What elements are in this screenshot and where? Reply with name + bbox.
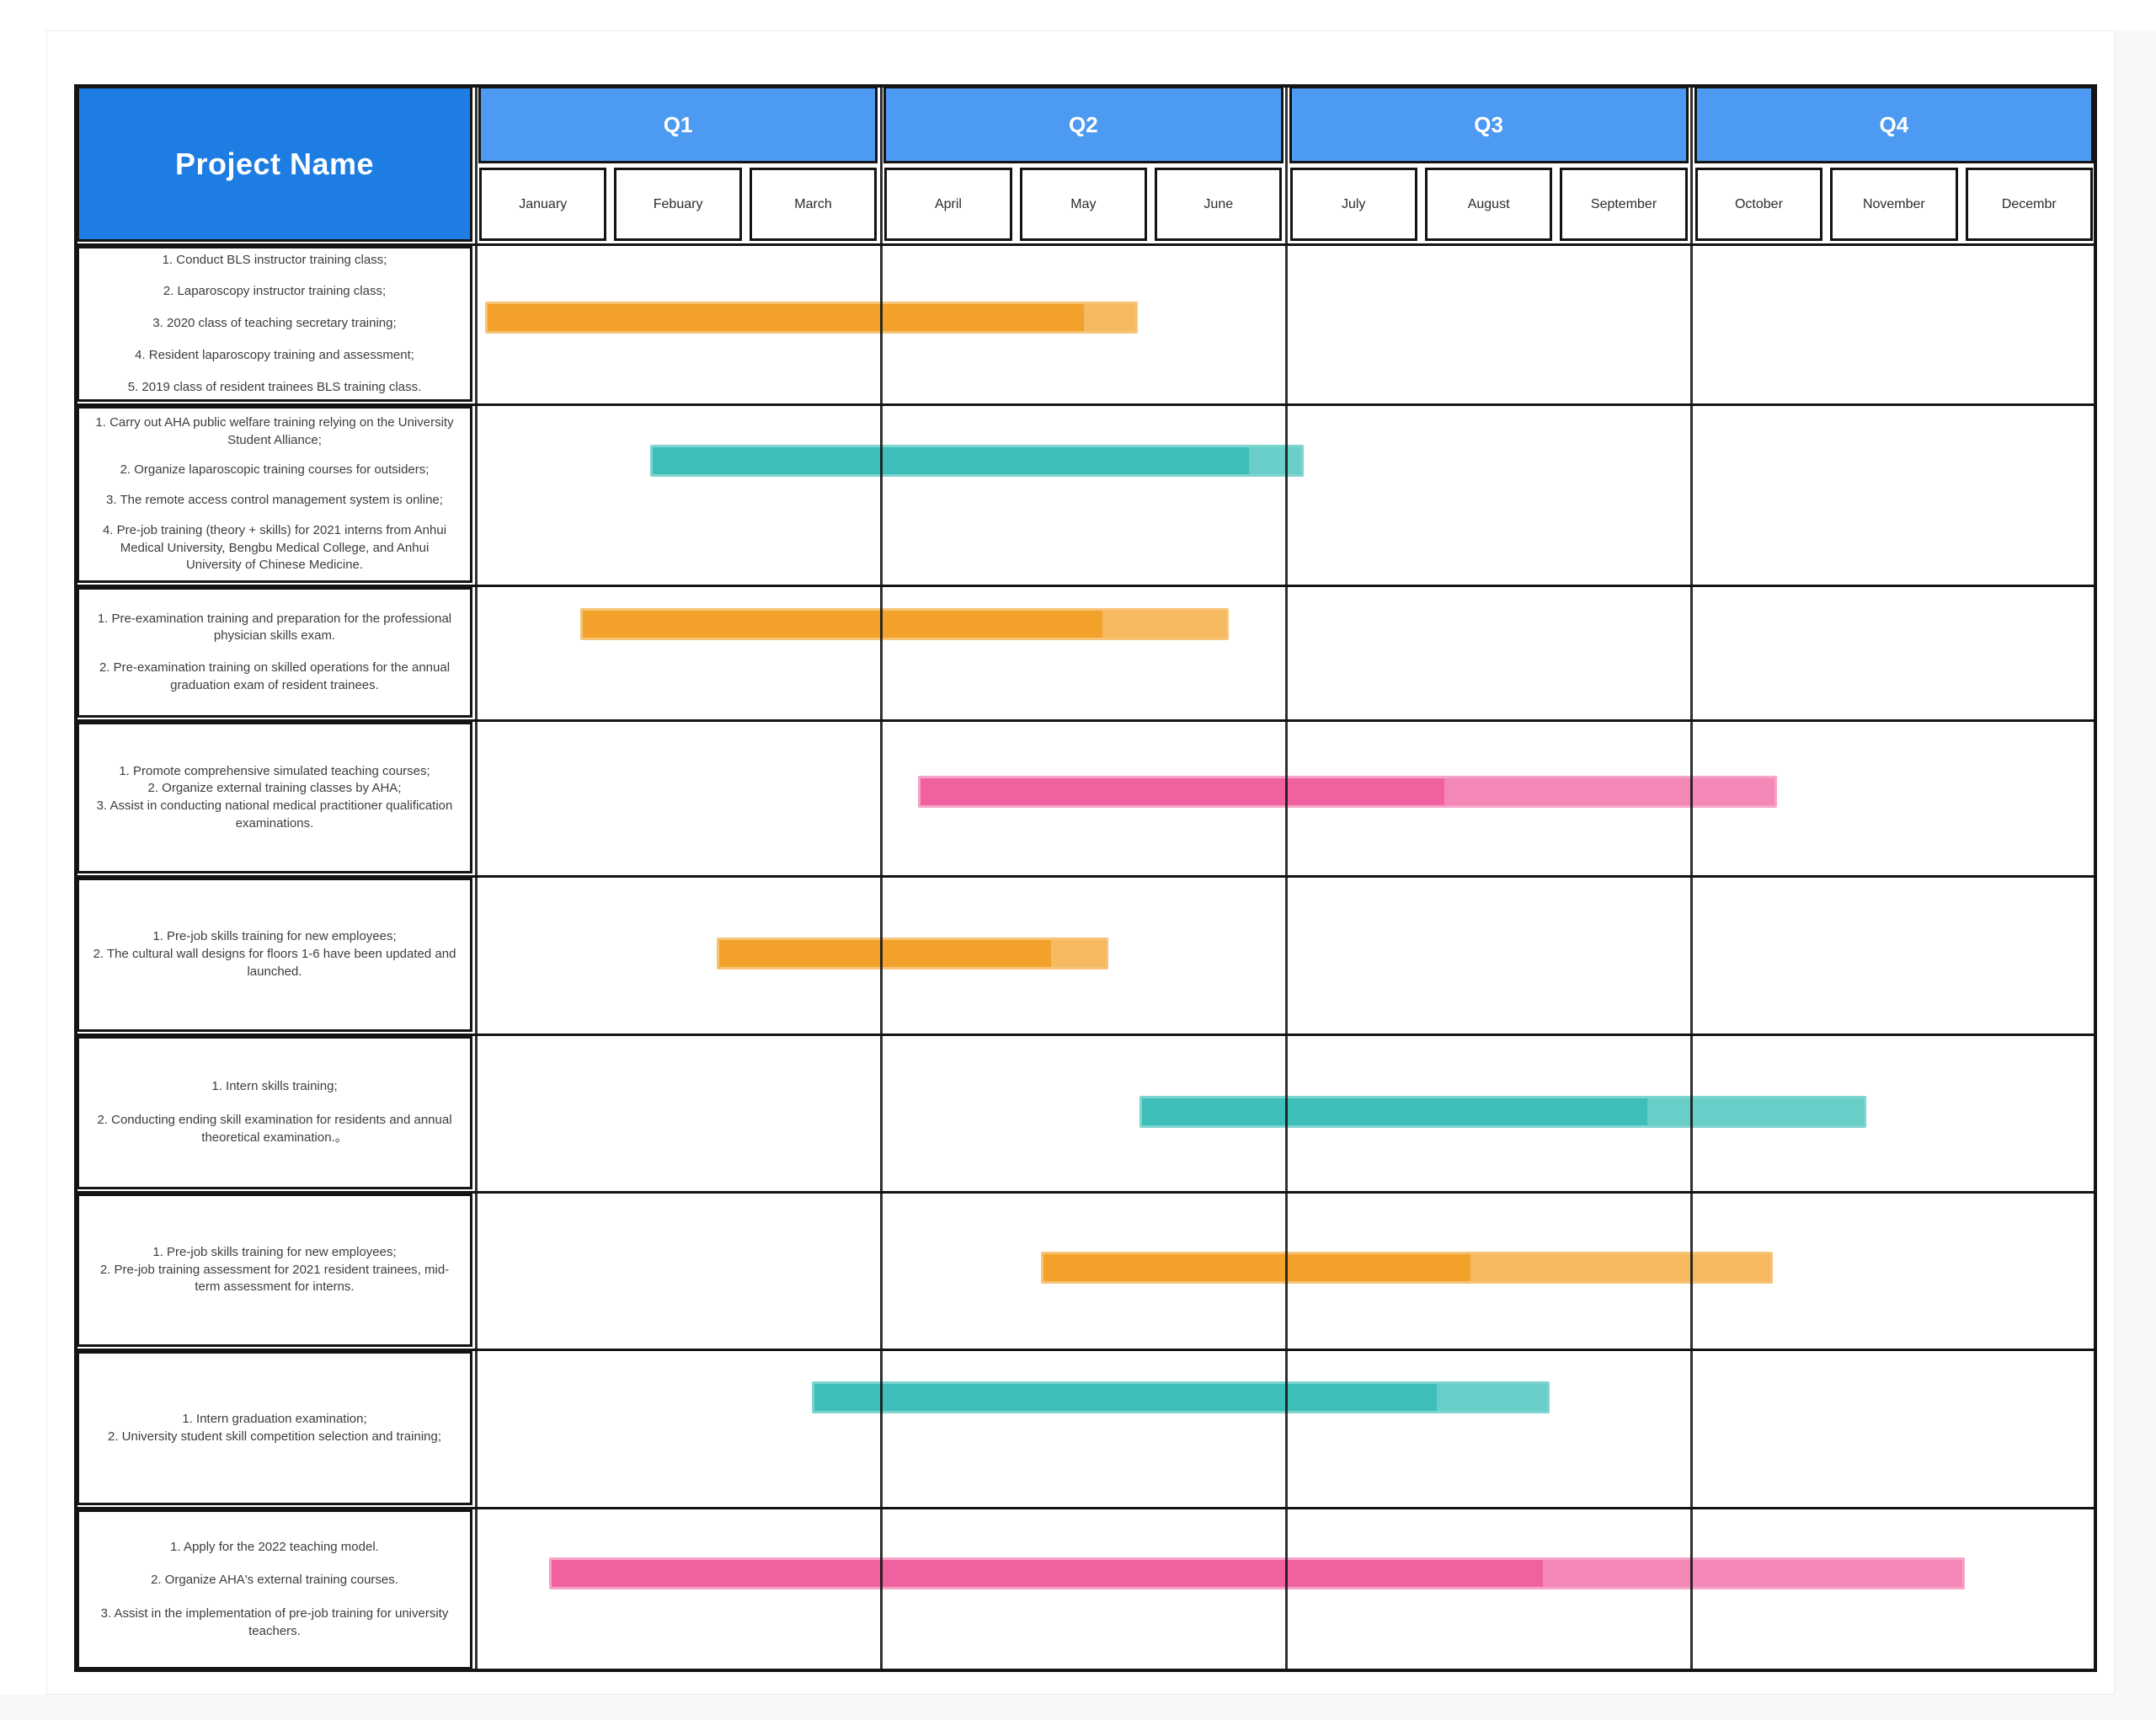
month-header-march: March: [749, 168, 878, 241]
grid-row-line: [74, 243, 2097, 246]
task-line: 1. Carry out AHA public welfare training…: [95, 415, 454, 447]
task-line: 5. 2019 class of resident trainees BLS t…: [127, 379, 422, 394]
grid-row-line: [74, 1349, 2097, 1351]
grid-row-line: [74, 1034, 2097, 1036]
month-header-april: April: [884, 168, 1012, 241]
task-cell: 1. Pre-job skills training for new emplo…: [77, 1194, 472, 1347]
quarter-header-q1: Q1: [478, 86, 878, 163]
month-header-january: January: [479, 168, 607, 241]
grid-row-line: [74, 1507, 2097, 1509]
quarter-boundary-line: [879, 84, 883, 1672]
task-line: 2. Pre-job training assessment for 2021 …: [99, 1262, 450, 1295]
gantt-bar-progress: [814, 1384, 1437, 1411]
task-cell: 1. Intern skills training; 2. Conducting …: [77, 1036, 472, 1189]
task-line: 3. Assist in the implementation of pre-j…: [100, 1606, 449, 1638]
grid-row-line: [74, 1191, 2097, 1194]
task-cell: 1. Carry out AHA public welfare training…: [77, 406, 472, 583]
task-line: 1. Pre-job skills training for new emplo…: [152, 1244, 397, 1259]
canvas-margin-right: [2115, 30, 2156, 1695]
gantt-table: Project Name Q1 January Febuary March Q2 Apri…: [74, 84, 2097, 1672]
task-cell: 1. Pre-job skills training for new emplo…: [77, 878, 472, 1032]
gantt-bar: [485, 302, 1139, 334]
task-line: 3. 2020 class of teaching secretary trai…: [152, 316, 397, 331]
task-line: 1. Conduct BLS instructor training class…: [162, 252, 387, 267]
task-line: 2. Pre-examination training on skilled o…: [99, 660, 451, 692]
gantt-bar: [579, 608, 1229, 640]
gantt-bar-progress: [1141, 1098, 1647, 1125]
canvas-margin-bottom: [0, 1695, 2156, 1720]
gantt-bar-progress: [652, 447, 1249, 474]
quarter-boundary-line: [1690, 84, 1694, 1672]
month-header-september: September: [1560, 168, 1688, 241]
quarter-boundary-line: [1285, 84, 1288, 1672]
gantt-bar-progress: [920, 778, 1445, 805]
month-header-august: August: [1424, 168, 1553, 241]
task-line: 4. Resident laparoscopy training and ass…: [135, 347, 414, 362]
gantt-bar: [716, 937, 1108, 970]
gantt-bar-progress: [551, 1560, 1544, 1587]
task-line: 3. The remote access control management …: [106, 493, 443, 508]
grid-row-line: [74, 403, 2097, 406]
task-line: 1. Promote comprehensive simulated teach…: [119, 763, 430, 778]
task-line: 2. The cultural wall designs for floors …: [93, 947, 456, 979]
gantt-bar: [548, 1557, 1965, 1589]
gantt-bar-progress: [582, 611, 1103, 638]
grid-row-line: [74, 719, 2097, 722]
project-name-header: Project Name: [77, 86, 472, 242]
quarter-header-q2: Q2: [883, 86, 1283, 163]
task-line: 2. Organize external training classes by…: [147, 781, 402, 796]
task-cell: 1. Promote comprehensive simulated teach…: [77, 722, 472, 873]
task-line: 4. Pre-job training (theory + skills) fo…: [102, 522, 447, 573]
task-line: 1. Pre-examination training and preparat…: [97, 611, 452, 644]
task-cell: 1. Apply for the 2022 teaching model. 2. …: [77, 1509, 472, 1669]
task-line: 2. University student skill competition …: [107, 1429, 442, 1444]
gantt-bar: [812, 1381, 1550, 1413]
month-header-july: July: [1289, 168, 1417, 241]
task-line: 1. Apply for the 2022 teaching model.: [170, 1539, 379, 1554]
task-cell: 1. Conduct BLS instructor training class…: [77, 246, 472, 402]
task-line: 2. Organize laparoscopic training course…: [120, 462, 430, 478]
gantt-bar: [917, 776, 1777, 808]
task-line: 2. Conducting ending skill examination f…: [97, 1113, 452, 1145]
month-header-june: June: [1155, 168, 1283, 241]
task-cell: 1. Pre-examination training and preparat…: [77, 587, 472, 718]
task-line: 2. Organize AHA's external training cour…: [151, 1573, 398, 1588]
month-header-may: May: [1019, 168, 1148, 241]
task-line: 1. Intern graduation examination;: [182, 1411, 367, 1426]
gantt-bar: [649, 445, 1305, 477]
grid-row-line: [74, 585, 2097, 587]
task-line: 3. Assist in conducting national medical…: [96, 799, 453, 831]
gantt-bar-progress: [718, 940, 1052, 967]
task-line: 1. Intern skills training;: [211, 1079, 338, 1094]
quarter-header-q3: Q3: [1289, 86, 1689, 163]
task-cell: 1. Intern graduation examination; 2. Univ…: [77, 1351, 472, 1505]
month-header-febuary: Febuary: [614, 168, 742, 241]
task-column-separator: [474, 84, 478, 1672]
gantt-bar: [1139, 1096, 1866, 1128]
gantt-bar: [1040, 1252, 1773, 1284]
task-line: 2. Laparoscopy instructor training class…: [163, 284, 387, 299]
month-header-october: October: [1694, 168, 1823, 241]
month-header-decembr: Decembr: [1965, 168, 2093, 241]
gantt-bar-progress: [1043, 1254, 1470, 1281]
month-header-november: November: [1830, 168, 1958, 241]
task-line: 1. Pre-job skills training for new emplo…: [152, 929, 397, 944]
gantt-bar-progress: [488, 304, 1084, 331]
quarter-header-q4: Q4: [1694, 86, 2094, 163]
grid-row-line: [74, 875, 2097, 878]
